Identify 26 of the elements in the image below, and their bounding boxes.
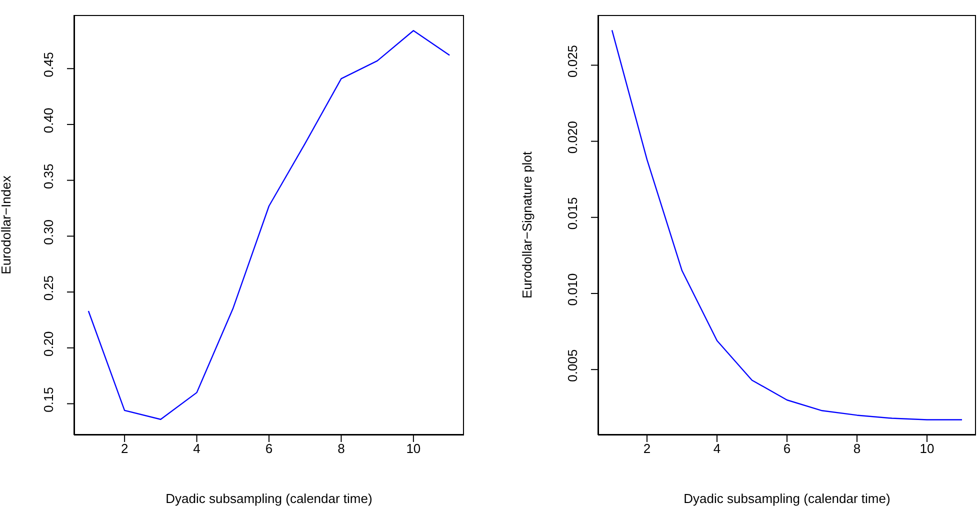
y-tick-label: 0.40 [41,108,56,134]
y-axis-title: Eurodollar−Signature plot [520,151,535,299]
y-tick-label: 0.35 [41,164,56,189]
x-tick-label: 6 [783,441,791,456]
y-tick-label: 0.25 [41,275,56,301]
y-tick-label: 0.15 [41,387,56,412]
x-tick-label: 10 [406,441,421,456]
x-tick-label: 4 [713,441,721,456]
y-tick-label: 0.020 [565,121,580,154]
x-tick-label: 2 [643,441,651,456]
y-axis-title: Eurodollar−Index [0,175,14,274]
y-tick-label: 0.010 [565,273,580,306]
x-tick-label: 8 [338,441,345,456]
y-tick-label: 0.015 [565,197,580,230]
x-tick-label: 6 [265,441,273,456]
x-tick-label: 8 [853,441,861,456]
x-tick-label: 4 [193,441,200,456]
y-tick-label: 0.005 [565,349,580,382]
y-tick-label: 0.45 [41,52,56,78]
y-tick-label: 0.20 [41,331,56,357]
x-tick-label: 2 [120,441,128,456]
x-axis-title: Dyadic subsampling (calendar time) [166,491,372,506]
y-tick-label: 0.30 [41,220,56,245]
x-axis-title: Dyadic subsampling (calendar time) [684,491,890,506]
y-tick-label: 0.025 [565,44,580,78]
x-tick-label: 10 [920,441,934,456]
